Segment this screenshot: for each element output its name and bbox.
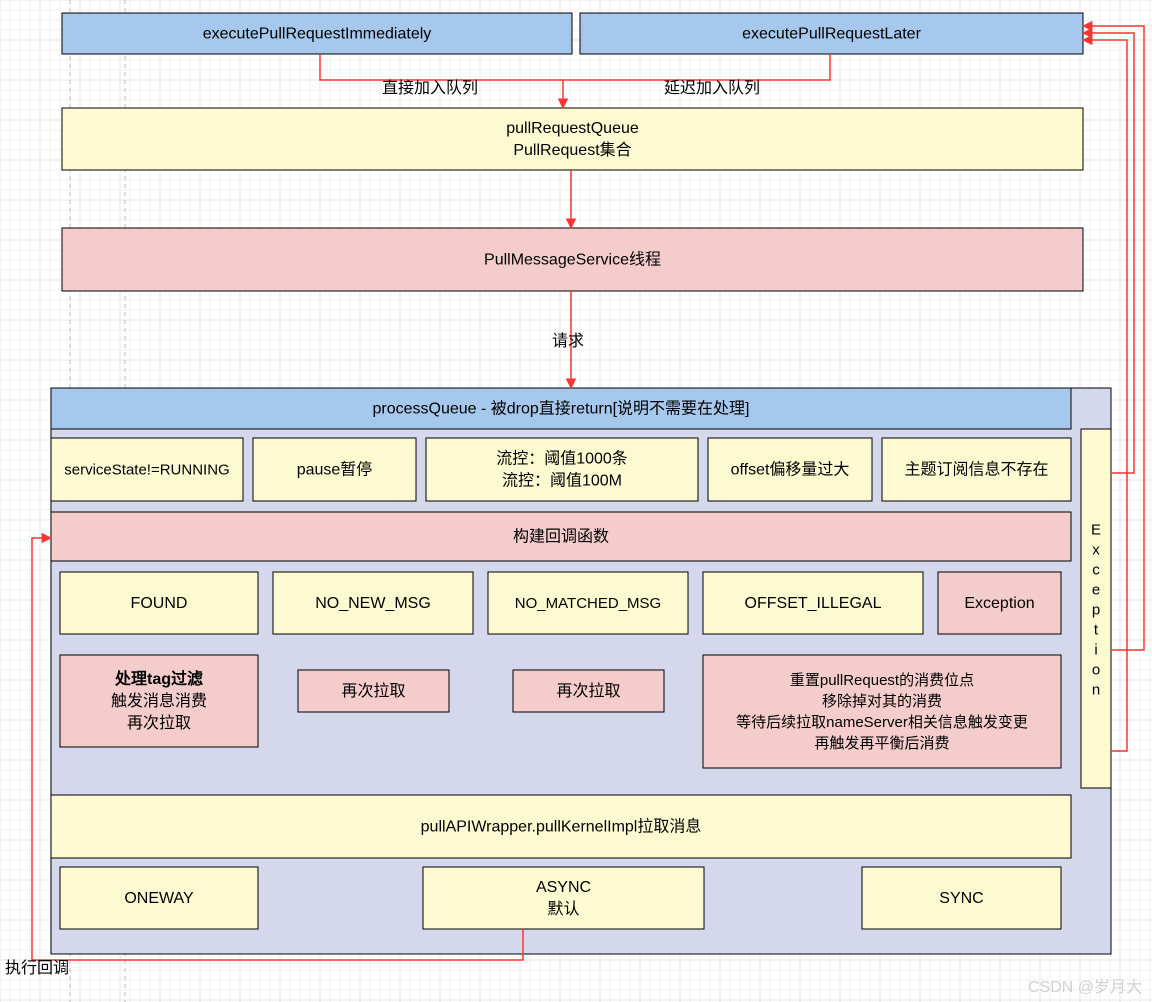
label: 再次拉取 bbox=[341, 682, 405, 700]
box-cond1: serviceState!=RUNNING bbox=[51, 438, 243, 501]
box-cond5: 主题订阅信息不存在 bbox=[882, 438, 1071, 501]
label: 等待后续拉取nameServer相关信息触发变更 bbox=[736, 713, 1028, 731]
label: executePullRequestLater bbox=[742, 26, 921, 43]
label: E bbox=[1091, 521, 1101, 538]
label: 再次拉取 bbox=[127, 714, 191, 732]
label: pullRequestQueue bbox=[506, 120, 639, 137]
label: 流控：阈值1000条 bbox=[496, 450, 628, 468]
box-act1: 处理tag过滤触发消息消费再次拉取 bbox=[60, 655, 258, 747]
label: 构建回调函数 bbox=[513, 528, 609, 546]
label: x bbox=[1092, 541, 1100, 558]
label: o bbox=[1092, 661, 1100, 678]
box-exception-col: Exception bbox=[1081, 429, 1111, 788]
label: i bbox=[1094, 641, 1097, 658]
label: 重置pullRequest的消费位点 bbox=[790, 672, 974, 689]
box-res3: NO_MATCHED_MSG bbox=[488, 572, 688, 634]
box-res4: OFFSET_ILLEGAL bbox=[703, 572, 923, 634]
box-res2: NO_NEW_MSG bbox=[273, 572, 473, 634]
label: 处理tag过滤 bbox=[114, 669, 203, 688]
box-pull-api: pullAPIWrapper.pullKernelImpl拉取消息 bbox=[51, 795, 1071, 858]
label: PullMessageService线程 bbox=[484, 251, 661, 269]
diagram-canvas: executePullRequestImmediately executePull… bbox=[0, 0, 1152, 1002]
box-res5: Exception bbox=[938, 572, 1061, 634]
label: e bbox=[1092, 581, 1100, 598]
box-act2: 再次拉取 bbox=[298, 670, 449, 712]
label: 触发消息消费 bbox=[111, 692, 207, 710]
label: Exception bbox=[964, 595, 1034, 612]
label: 再次拉取 bbox=[556, 682, 620, 700]
box-mode2: ASYNC 默认 bbox=[423, 867, 704, 929]
watermark: CSDN @岁月大 bbox=[1028, 978, 1142, 996]
box-build-cb: 构建回调函数 bbox=[51, 512, 1071, 561]
label: c bbox=[1092, 561, 1100, 578]
label: executePullRequestImmediately bbox=[203, 26, 432, 43]
box-queue: pullRequestQueue PullRequest集合 bbox=[62, 108, 1083, 170]
box-exec-imm: executePullRequestImmediately bbox=[62, 13, 572, 54]
label: 默认 bbox=[547, 900, 579, 918]
box-act4: 重置pullRequest的消费位点移除掉对其的消费等待后续拉取nameServ… bbox=[703, 655, 1061, 768]
label: offset偏移量过大 bbox=[731, 461, 850, 479]
label: pullAPIWrapper.pullKernelImpl拉取消息 bbox=[421, 818, 702, 836]
label: 流控：阈值100M bbox=[502, 472, 622, 490]
edge-label-1: 延迟加入队列 bbox=[664, 79, 760, 97]
label: pause暂停 bbox=[297, 461, 373, 479]
label: PullRequest集合 bbox=[513, 141, 631, 159]
label: OFFSET_ILLEGAL bbox=[745, 595, 882, 612]
label: 再触发再平衡后消费 bbox=[814, 735, 949, 752]
box-process-q: processQueue - 被drop直接return[说明不需要在处理] bbox=[51, 388, 1071, 429]
label: ASYNC bbox=[536, 879, 591, 896]
label: NO_NEW_MSG bbox=[315, 595, 431, 612]
label: ONEWAY bbox=[124, 890, 194, 907]
box-act3: 再次拉取 bbox=[513, 670, 664, 712]
box-mode3: SYNC bbox=[862, 867, 1061, 929]
label: p bbox=[1092, 601, 1100, 618]
box-cond3: 流控：阈值1000条流控：阈值100M bbox=[426, 438, 698, 501]
label: serviceState!=RUNNING bbox=[64, 461, 229, 478]
label: SYNC bbox=[939, 890, 983, 907]
label: FOUND bbox=[131, 595, 188, 612]
box-exec-later: executePullRequestLater bbox=[580, 13, 1083, 54]
edge-label-2: 请求 bbox=[552, 332, 584, 350]
label: 主题订阅信息不存在 bbox=[904, 461, 1048, 479]
label: NO_MATCHED_MSG bbox=[515, 595, 661, 612]
box-cond2: pause暂停 bbox=[253, 438, 416, 501]
label: n bbox=[1092, 681, 1100, 698]
label: processQueue - 被drop直接return[说明不需要在处理] bbox=[373, 400, 750, 418]
edge-label-0: 直接加入队列 bbox=[382, 79, 478, 97]
label: 移除掉对其的消费 bbox=[822, 693, 942, 710]
box-mode1: ONEWAY bbox=[60, 867, 258, 929]
box-service: PullMessageService线程 bbox=[62, 228, 1083, 291]
box-cond4: offset偏移量过大 bbox=[708, 438, 872, 501]
edge-label-3: 执行回调 bbox=[5, 959, 69, 977]
box-res1: FOUND bbox=[60, 572, 258, 634]
